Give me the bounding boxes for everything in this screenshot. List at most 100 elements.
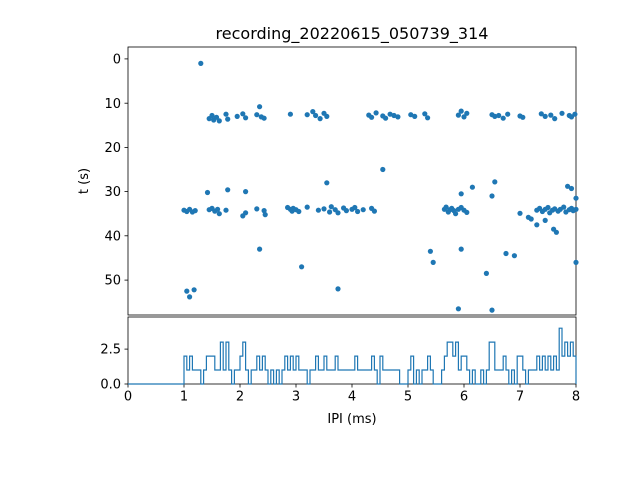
scatter-point bbox=[327, 209, 333, 215]
scatter-point bbox=[517, 210, 523, 216]
scatter-point bbox=[240, 111, 246, 117]
tick-label: 7 bbox=[516, 390, 524, 405]
scatter-point bbox=[500, 115, 506, 121]
scatter-point bbox=[223, 207, 229, 213]
scatter-point bbox=[427, 248, 433, 254]
scatter-point bbox=[360, 207, 366, 213]
scatter-point bbox=[443, 204, 449, 210]
scatter-point bbox=[458, 191, 464, 197]
scatter-point bbox=[511, 253, 517, 259]
scatter-point bbox=[534, 222, 540, 228]
scatter-point bbox=[243, 115, 249, 121]
scatter-y-ticks: 0 10 20 30 40 50 bbox=[104, 52, 128, 289]
scatter-point bbox=[464, 209, 470, 215]
scatter-point bbox=[430, 259, 436, 265]
scatter-point bbox=[383, 115, 389, 121]
tick-label: 0.0 bbox=[100, 378, 121, 393]
scatter-point bbox=[187, 294, 193, 300]
tick-label: 0 bbox=[113, 52, 121, 67]
scatter-point bbox=[317, 116, 323, 122]
scatter-point bbox=[528, 216, 534, 222]
scatter-point bbox=[223, 111, 229, 117]
scatter-point bbox=[204, 189, 211, 196]
tick-label: 10 bbox=[104, 97, 121, 112]
scatter-point bbox=[254, 112, 260, 118]
scatter-point bbox=[489, 307, 495, 313]
scatter-point bbox=[257, 104, 263, 110]
scatter-point bbox=[310, 109, 316, 115]
scatter-point bbox=[225, 116, 231, 122]
scatter-point bbox=[352, 204, 358, 211]
scatter-point bbox=[422, 111, 428, 117]
scatter-point bbox=[412, 113, 418, 119]
scatter-point bbox=[296, 208, 302, 215]
scatter-point bbox=[395, 114, 401, 120]
scatter-point bbox=[234, 113, 240, 119]
x-ticks: 0 1 2 3 4 5 6 7 8 bbox=[124, 384, 580, 405]
scatter-point bbox=[553, 229, 560, 235]
scatter-point bbox=[548, 112, 554, 118]
scatter-point bbox=[243, 210, 249, 216]
scatter-point bbox=[343, 208, 349, 214]
scatter-point bbox=[496, 112, 502, 119]
scatter-point bbox=[335, 286, 341, 292]
histogram-line bbox=[128, 327, 577, 385]
scatter-points bbox=[181, 60, 579, 313]
scatter-point bbox=[209, 112, 215, 119]
scatter-point bbox=[324, 113, 330, 119]
scatter-point bbox=[299, 264, 305, 270]
scatter-point bbox=[380, 166, 386, 173]
scatter-point bbox=[315, 207, 321, 213]
scatter-point bbox=[492, 113, 498, 119]
scatter-point bbox=[568, 185, 575, 192]
scatter-point bbox=[324, 180, 330, 186]
tick-label: 0 bbox=[124, 390, 132, 405]
scatter-point bbox=[458, 108, 464, 114]
scatter-point bbox=[355, 208, 361, 215]
scatter-point bbox=[192, 208, 198, 214]
tick-label: 1 bbox=[180, 390, 188, 405]
scatter-point bbox=[538, 111, 544, 117]
scatter-point bbox=[505, 111, 511, 117]
tick-label: 4 bbox=[348, 390, 356, 405]
scatter-point bbox=[455, 306, 461, 312]
scatter-point bbox=[492, 179, 498, 185]
scatter-point bbox=[542, 113, 548, 119]
scatter-point bbox=[455, 112, 461, 118]
scatter-point bbox=[287, 111, 293, 117]
scatter-point bbox=[243, 189, 249, 195]
scatter-point bbox=[304, 204, 310, 210]
scatter-point bbox=[483, 270, 489, 276]
scatter-point bbox=[321, 206, 327, 212]
tick-label: 40 bbox=[104, 229, 121, 244]
scatter-point bbox=[313, 112, 319, 119]
scatter-point bbox=[225, 187, 231, 193]
scatter-point bbox=[215, 206, 221, 212]
scatter-point bbox=[520, 114, 526, 120]
scatter-point bbox=[369, 114, 375, 120]
scatter-point bbox=[573, 259, 579, 265]
tick-label: 30 bbox=[104, 185, 121, 200]
scatter-point bbox=[545, 204, 551, 211]
scatter-point bbox=[542, 217, 548, 223]
scatter-point bbox=[573, 195, 579, 201]
scatter-point bbox=[261, 115, 267, 121]
scatter-point bbox=[191, 287, 197, 293]
chart-title: recording_20220615_050739_314 bbox=[216, 24, 489, 44]
scatter-point bbox=[184, 288, 190, 294]
tick-label: 6 bbox=[460, 390, 468, 405]
scatter-point bbox=[257, 246, 263, 252]
x-axis-label: IPI (ms) bbox=[327, 412, 376, 427]
scatter-point bbox=[216, 211, 222, 217]
scatter-point bbox=[262, 212, 268, 218]
scatter-point bbox=[261, 208, 267, 214]
scatter-point bbox=[489, 193, 495, 199]
scatter-point bbox=[371, 208, 377, 214]
scatter-axes-frame bbox=[127, 46, 577, 316]
histogram-y-ticks: 0.0 2.5 bbox=[100, 343, 128, 393]
scatter-point bbox=[408, 112, 414, 118]
scatter-point bbox=[453, 211, 459, 217]
tick-label: 50 bbox=[104, 274, 121, 289]
scatter-point bbox=[565, 183, 571, 189]
